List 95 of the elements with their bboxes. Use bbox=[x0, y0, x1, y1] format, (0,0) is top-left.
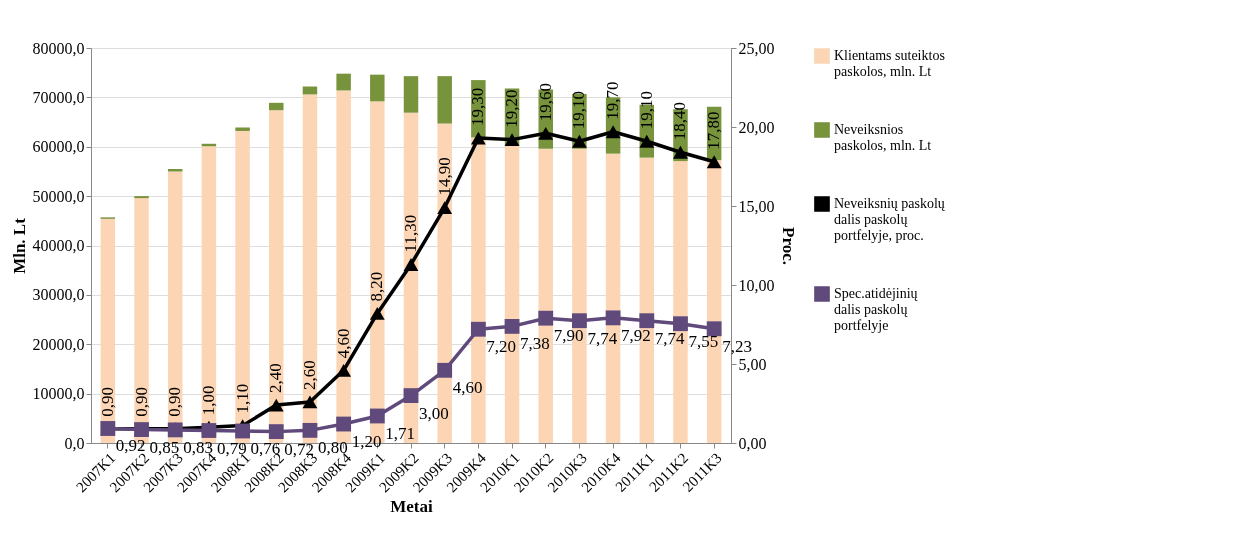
data-label: 19,20 bbox=[502, 89, 522, 128]
data-label: 8,20 bbox=[367, 271, 387, 302]
data-label: 7,74 bbox=[587, 328, 618, 348]
y-tick-label: 10000,0 bbox=[32, 385, 85, 403]
point bbox=[336, 363, 352, 377]
point bbox=[572, 134, 587, 148]
data-label: 19,60 bbox=[535, 83, 555, 122]
data-label: 1,10 bbox=[232, 383, 252, 414]
point bbox=[437, 362, 453, 378]
point bbox=[673, 316, 688, 332]
point bbox=[403, 258, 419, 271]
data-label: 1,00 bbox=[198, 385, 218, 416]
point bbox=[639, 313, 655, 329]
point bbox=[470, 321, 486, 337]
legend-label: Spec.atidėjinių dalis paskolų portfelyje bbox=[834, 286, 918, 333]
point bbox=[470, 131, 486, 145]
point bbox=[538, 310, 554, 326]
point bbox=[538, 126, 554, 140]
bar bbox=[336, 73, 351, 91]
data-label: 1,71 bbox=[385, 423, 416, 443]
y-tick-label: 40000,0 bbox=[32, 237, 85, 254]
y-tick-label: 0,0 bbox=[64, 434, 85, 452]
data-label: 14,90 bbox=[434, 157, 454, 196]
point bbox=[369, 307, 385, 320]
point bbox=[302, 422, 318, 438]
data-label: 4,60 bbox=[333, 328, 353, 359]
point bbox=[605, 125, 621, 139]
bar bbox=[235, 130, 250, 443]
y2-tick-label: 20,00 bbox=[738, 118, 775, 136]
point bbox=[235, 423, 250, 439]
point bbox=[369, 408, 385, 424]
y2-axis-title: Proc. bbox=[778, 227, 798, 265]
bar bbox=[269, 102, 284, 111]
data-label: 7,92 bbox=[621, 325, 651, 345]
point bbox=[336, 416, 352, 432]
point bbox=[504, 133, 520, 147]
legend-label: Neveiksnios paskolos, mln. Lt bbox=[834, 122, 932, 153]
data-label: 1,20 bbox=[351, 432, 382, 452]
data-label: 2,40 bbox=[266, 363, 286, 394]
data-label: 17,80 bbox=[704, 111, 724, 150]
data-label: 0,90 bbox=[131, 387, 151, 417]
y2-tick-label: 0,00 bbox=[738, 434, 767, 452]
point bbox=[302, 395, 318, 409]
point bbox=[605, 310, 621, 326]
data-label: 0,90 bbox=[97, 387, 117, 417]
bar bbox=[437, 76, 452, 124]
y2-tick-label: 10,00 bbox=[738, 276, 775, 294]
data-label: 19,30 bbox=[468, 87, 488, 127]
x-axis-title: Metai bbox=[390, 497, 434, 517]
y2-tick-label: 5,00 bbox=[738, 355, 767, 373]
bar bbox=[167, 171, 183, 443]
point bbox=[403, 388, 419, 404]
data-label: 2,60 bbox=[299, 360, 319, 390]
bar bbox=[336, 90, 351, 443]
data-label: 7,20 bbox=[486, 337, 517, 357]
point bbox=[673, 145, 688, 159]
bar bbox=[302, 94, 318, 443]
data-label: 19,70 bbox=[603, 81, 623, 120]
y2-tick-label: 25,00 bbox=[738, 39, 775, 57]
y-tick-label: 60000,0 bbox=[32, 138, 85, 156]
legend-label: Neveiksnių paskolų dalis paskolų portfelyje, proc. bbox=[834, 196, 945, 243]
point bbox=[639, 134, 655, 148]
y2-tick-label: 15,00 bbox=[738, 197, 775, 215]
point bbox=[437, 201, 453, 214]
point bbox=[268, 398, 284, 412]
point bbox=[706, 155, 722, 169]
y-axis-title: Mln. Lt bbox=[9, 217, 29, 274]
data-label: 7,38 bbox=[520, 334, 550, 354]
point bbox=[201, 423, 217, 438]
data-label: 19,10 bbox=[636, 90, 656, 130]
bar bbox=[403, 76, 419, 113]
point bbox=[268, 424, 284, 440]
point bbox=[572, 313, 587, 329]
y-tick-label: 20000,0 bbox=[32, 335, 85, 353]
bar bbox=[235, 127, 250, 131]
point bbox=[504, 318, 520, 334]
y-tick-label: 80000,0 bbox=[32, 39, 85, 57]
y-tick-label: 70000,0 bbox=[32, 88, 85, 106]
y-tick-label: 50000,0 bbox=[32, 187, 85, 205]
data-label: 18,40 bbox=[670, 102, 690, 141]
data-label: 4,60 bbox=[452, 378, 483, 398]
data-label: 19,10 bbox=[569, 90, 589, 130]
y-tick-label: 30000,0 bbox=[32, 286, 85, 304]
bar bbox=[269, 110, 284, 443]
data-label: 7,23 bbox=[722, 336, 752, 356]
data-label: 7,74 bbox=[654, 328, 686, 348]
bar bbox=[201, 146, 217, 443]
legend-label: Klientams suteiktos paskolos, mln. Lt bbox=[834, 48, 945, 79]
bar bbox=[370, 74, 385, 102]
point bbox=[706, 321, 722, 337]
data-label: 11,30 bbox=[401, 214, 420, 253]
data-label: 0,90 bbox=[165, 387, 185, 417]
data-label: 7,55 bbox=[688, 331, 719, 351]
data-label: 3,00 bbox=[419, 403, 449, 423]
data-label: 7,90 bbox=[553, 326, 584, 346]
